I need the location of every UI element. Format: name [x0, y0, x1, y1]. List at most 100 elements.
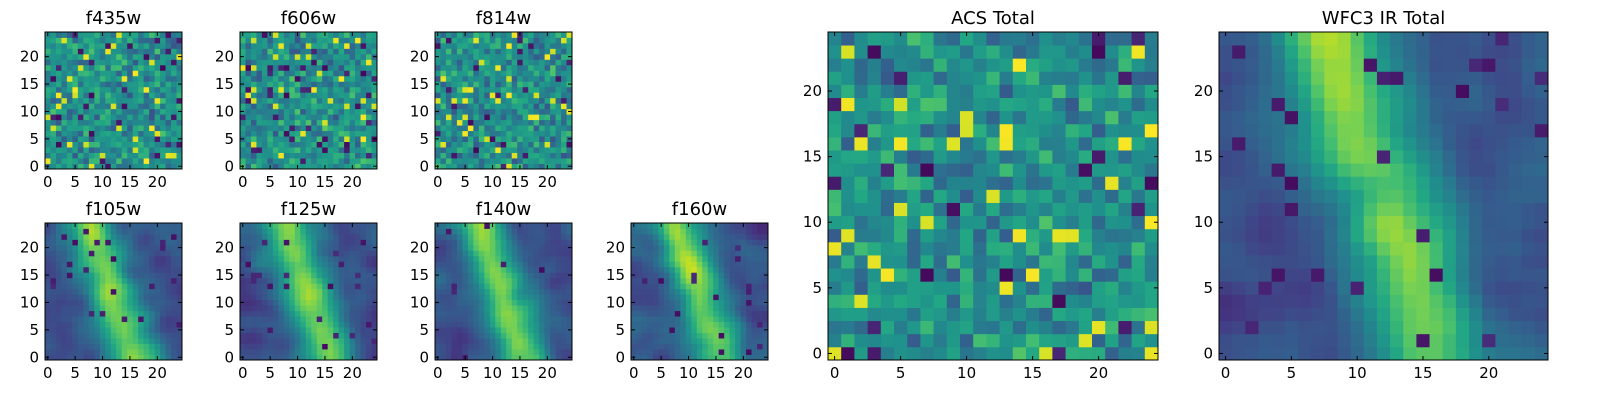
heatmap-cell: [50, 316, 57, 323]
heatmap-cell: [854, 281, 868, 295]
heatmap-cell: [360, 70, 367, 77]
heatmap-cell: [561, 277, 567, 284]
heatmap-cell: [77, 338, 84, 344]
heatmap-cell: [300, 136, 307, 142]
heatmap-cell: [283, 70, 290, 77]
heatmap-cell: [533, 152, 540, 159]
heatmap-cell: [171, 70, 177, 77]
heatmap-cell: [735, 272, 741, 279]
heatmap-cell: [245, 305, 252, 312]
heatmap-cell: [757, 327, 763, 333]
heatmap-cell: [489, 64, 496, 71]
heatmap-cell: [685, 321, 692, 328]
heatmap-cell: [240, 349, 246, 355]
heatmap-cell: [283, 239, 290, 246]
heatmap-cell: [278, 239, 285, 246]
heatmap-cell: [751, 266, 758, 273]
heatmap-cell: [506, 283, 513, 290]
heatmap-cell: [1052, 333, 1066, 348]
heatmap-cell: [451, 75, 458, 82]
heatmap-cell: [83, 32, 90, 38]
heatmap-cell: [171, 125, 177, 132]
heatmap-cell: [544, 75, 551, 82]
heatmap-cell: [445, 81, 452, 88]
heatmap-cell: [261, 305, 268, 312]
heatmap-cell: [176, 332, 183, 339]
heatmap-cell: [355, 250, 361, 257]
heatmap-cell: [500, 338, 507, 344]
heatmap-cell: [250, 239, 257, 246]
heatmap-cell: [495, 48, 502, 55]
heatmap-cell: [116, 349, 123, 355]
heatmap-cell: [338, 288, 345, 295]
heatmap-cell: [1144, 255, 1159, 269]
heatmap-cell: [171, 42, 177, 49]
heatmap-cell: [550, 81, 556, 88]
heatmap-cell: [550, 288, 556, 295]
heatmap-cell: [511, 299, 518, 306]
heatmap-cell: [138, 108, 145, 115]
heatmap-cell: [261, 97, 268, 104]
heatmap-cell: [533, 136, 540, 142]
heatmap-cell: [528, 42, 535, 49]
heatmap-cell: [467, 152, 474, 159]
heatmap-cell: [522, 266, 529, 273]
heatmap-cell: [495, 244, 502, 251]
heatmap-cell: [50, 130, 57, 137]
heatmap-cell: [691, 354, 698, 361]
heatmap-cell: [338, 70, 345, 77]
heatmap-cell: [696, 255, 703, 262]
heatmap-cell: [371, 37, 378, 44]
heatmap-cell: [294, 114, 301, 121]
heatmap-cell: [473, 316, 480, 323]
heatmap-cell: [143, 327, 150, 333]
heatmap-cell: [729, 332, 736, 339]
heatmap-cell: [1065, 163, 1080, 177]
heatmap-cell: [289, 163, 296, 170]
heatmap-cell: [55, 130, 62, 137]
heatmap-cell: [267, 261, 274, 268]
heatmap-cell: [1012, 228, 1027, 243]
heatmap-cell: [160, 332, 166, 339]
heatmap-cell: [360, 349, 367, 355]
heatmap-cell: [500, 294, 507, 301]
heatmap-cell: [533, 327, 540, 333]
heatmap-cells: [435, 223, 573, 361]
heatmap-cell: [240, 114, 246, 121]
heatmap-cell: [105, 327, 112, 333]
heatmap-cell: [371, 147, 378, 153]
heatmap-cell: [132, 310, 139, 317]
heatmap-cell: [311, 32, 318, 38]
heatmap-cell: [522, 103, 529, 110]
heatmap-cell: [478, 75, 485, 82]
heatmap-cell: [360, 327, 367, 333]
heatmap-cell: [636, 316, 643, 323]
heatmap-cell: [355, 163, 361, 170]
heatmap-cell: [72, 48, 79, 55]
heatmap-cell: [539, 277, 545, 284]
heatmap-cell: [828, 346, 842, 361]
heatmap-cell: [55, 64, 62, 71]
heatmap-cell: [316, 272, 323, 279]
heatmap-cell: [652, 288, 659, 295]
heatmap-cell: [1144, 202, 1159, 217]
heatmap-cell: [647, 239, 654, 246]
heatmap-cell: [349, 59, 356, 66]
heatmap-cell: [484, 86, 491, 93]
heatmap-cell: [88, 349, 95, 355]
heatmap-cell: [702, 321, 709, 328]
heatmap-cell: [757, 233, 763, 240]
heatmap-cell: [77, 223, 84, 229]
heatmap-cell: [121, 152, 128, 159]
heatmap-cell: [66, 321, 73, 328]
heatmap-cell: [539, 114, 545, 121]
heatmap-cell: [473, 255, 480, 262]
heatmap-cell: [261, 316, 268, 323]
heatmap-cell: [349, 141, 356, 148]
heatmap-cell: [45, 147, 51, 153]
heatmap-cell: [1105, 176, 1119, 190]
heatmap-cell: [55, 332, 62, 339]
heatmap-cell: [77, 119, 84, 126]
heatmap-cell: [440, 53, 447, 60]
heatmap-cell: [272, 244, 279, 251]
